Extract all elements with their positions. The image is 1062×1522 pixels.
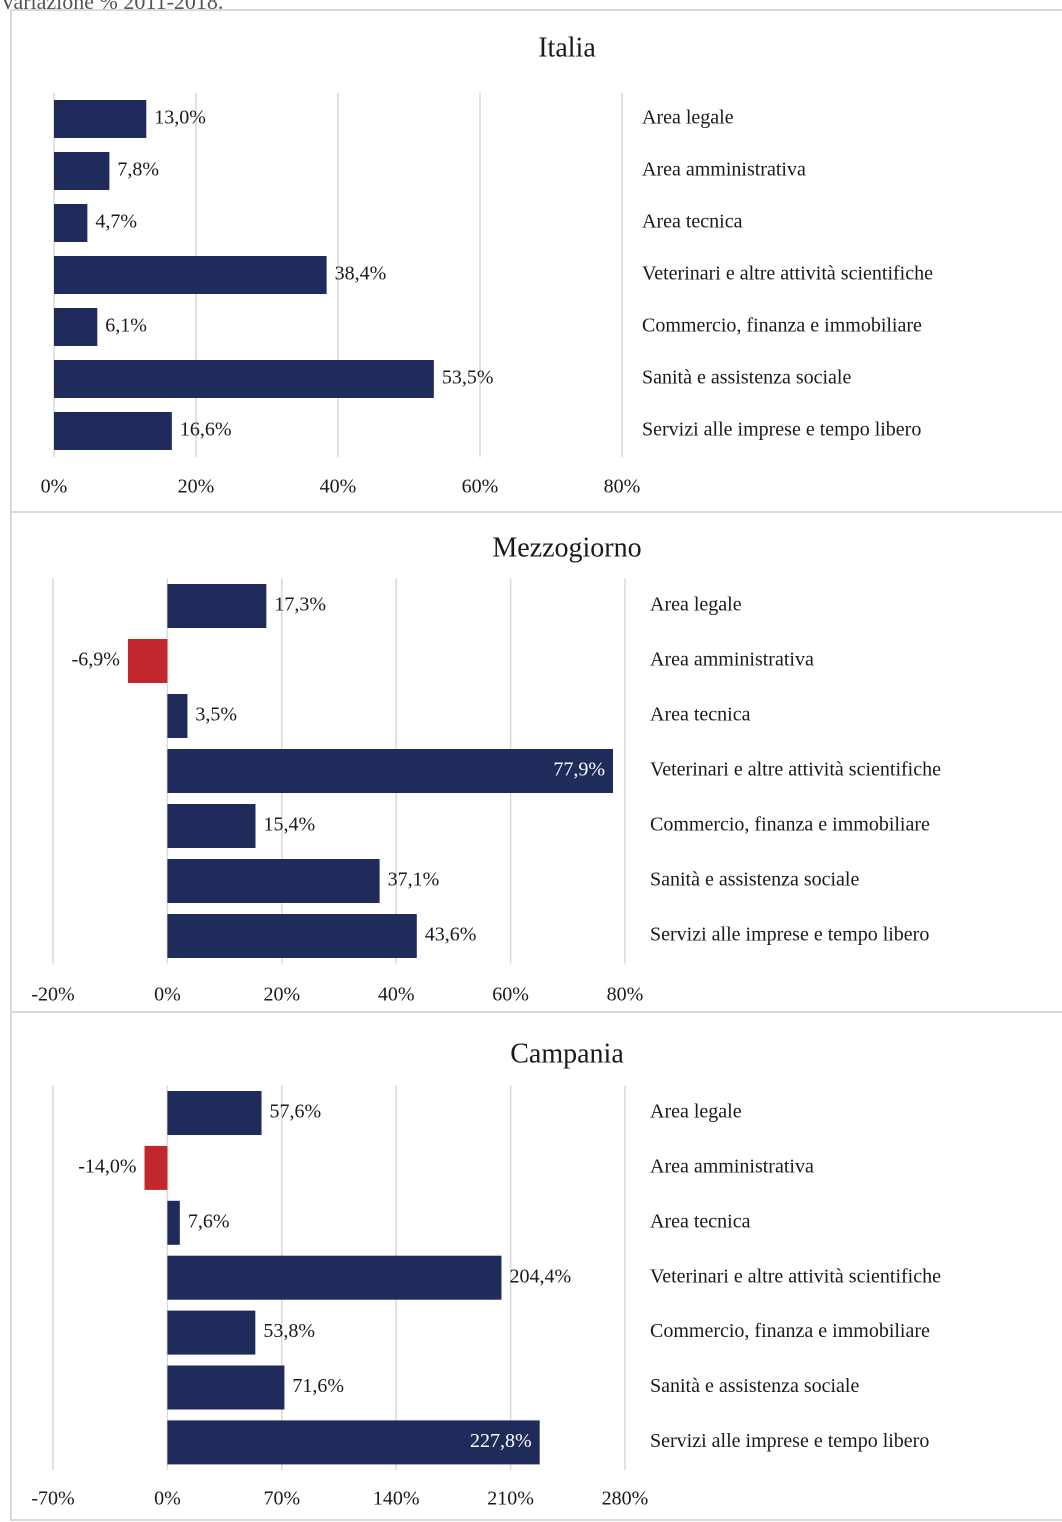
category-label: Veterinari e altre attività scientifiche [650,759,941,781]
category-label: Commercio, finanza e immobiliare [650,1320,930,1342]
category-label: Commercio, finanza e immobiliare [650,814,930,836]
bar [167,804,256,848]
caption: Variazione % 2011-2018. [0,0,223,14]
data-label: -6,9% [72,649,120,671]
category-label: Area legale [650,594,742,616]
bar [54,308,98,346]
bar [54,204,88,242]
data-label: 227,8% [470,1430,532,1452]
bar [167,914,417,958]
data-label: 204,4% [509,1265,571,1287]
bar [167,694,188,738]
data-label: 6,1% [105,315,147,337]
bar [167,1200,180,1245]
data-label: 17,3% [274,594,326,616]
bar [167,1310,256,1355]
x-tick-label: 80% [607,984,644,1006]
data-label: 16,6% [180,419,232,441]
x-tick-label: 70% [263,1488,300,1510]
bar [167,584,267,628]
x-tick-label: 210% [487,1488,534,1510]
bar [54,152,110,190]
data-label: 13,0% [154,107,206,129]
bar [127,639,168,683]
data-label: 4,7% [95,211,137,233]
bar [167,749,613,793]
x-tick-label: 60% [492,984,529,1006]
category-label: Area tecnica [650,1210,751,1232]
bar [167,1365,285,1410]
category-label: Servizi alle imprese e tempo libero [650,1430,929,1452]
bar [167,1255,502,1300]
bar [54,100,147,138]
data-label: 71,6% [292,1375,344,1397]
data-label: 38,4% [335,263,387,285]
data-label: 3,5% [195,704,237,726]
data-label: 77,9% [553,759,605,781]
x-tick-label: 40% [378,984,415,1006]
bar [54,360,434,398]
category-label: Area amministrativa [642,159,806,181]
x-tick-label: 280% [602,1488,649,1510]
x-tick-label: 40% [320,476,357,498]
chart-title: Mezzogiorno [492,532,641,563]
x-tick-label: 0% [154,984,181,1006]
category-label: Sanità e assistenza sociale [650,1375,859,1397]
x-tick-label: -20% [31,984,74,1006]
bar [144,1145,168,1190]
category-label: Servizi alle imprese e tempo libero [650,924,929,946]
data-label: 57,6% [270,1101,322,1123]
x-tick-label: 20% [178,476,215,498]
x-tick-label: 60% [462,476,499,498]
data-label: 53,8% [263,1320,315,1342]
data-label: 7,8% [117,159,159,181]
data-label: -14,0% [78,1155,136,1177]
category-label: Area amministrativa [650,649,814,671]
category-label: Commercio, finanza e immobiliare [642,315,922,337]
data-label: 15,4% [263,814,315,836]
bar [54,256,327,294]
category-label: Sanità e assistenza sociale [650,869,859,891]
chart-title: Campania [510,1038,624,1069]
x-tick-label: 0% [154,1488,181,1510]
category-label: Sanità e assistenza sociale [642,367,851,389]
data-label: 43,6% [425,924,477,946]
data-label: 7,6% [188,1210,230,1232]
category-label: Veterinari e altre attività scientifiche [650,1265,941,1287]
x-tick-label: 20% [263,984,300,1006]
x-tick-label: -70% [31,1488,74,1510]
category-label: Area tecnica [642,211,743,233]
bar [167,1420,540,1465]
x-tick-label: 0% [41,476,68,498]
data-label: 37,1% [388,869,440,891]
x-tick-label: 80% [604,476,641,498]
bar [167,859,380,903]
panel-border [10,1011,1062,1521]
category-label: Servizi alle imprese e tempo libero [642,419,921,441]
category-label: Area tecnica [650,704,751,726]
category-label: Area legale [642,107,734,129]
bar [167,1091,262,1135]
x-tick-label: 140% [373,1488,420,1510]
category-label: Veterinari e altre attività scientifiche [642,263,933,285]
category-label: Area legale [650,1101,742,1123]
data-label: 53,5% [442,367,494,389]
category-label: Area amministrativa [650,1155,814,1177]
chart-title: Italia [538,32,596,63]
bar [54,412,172,450]
